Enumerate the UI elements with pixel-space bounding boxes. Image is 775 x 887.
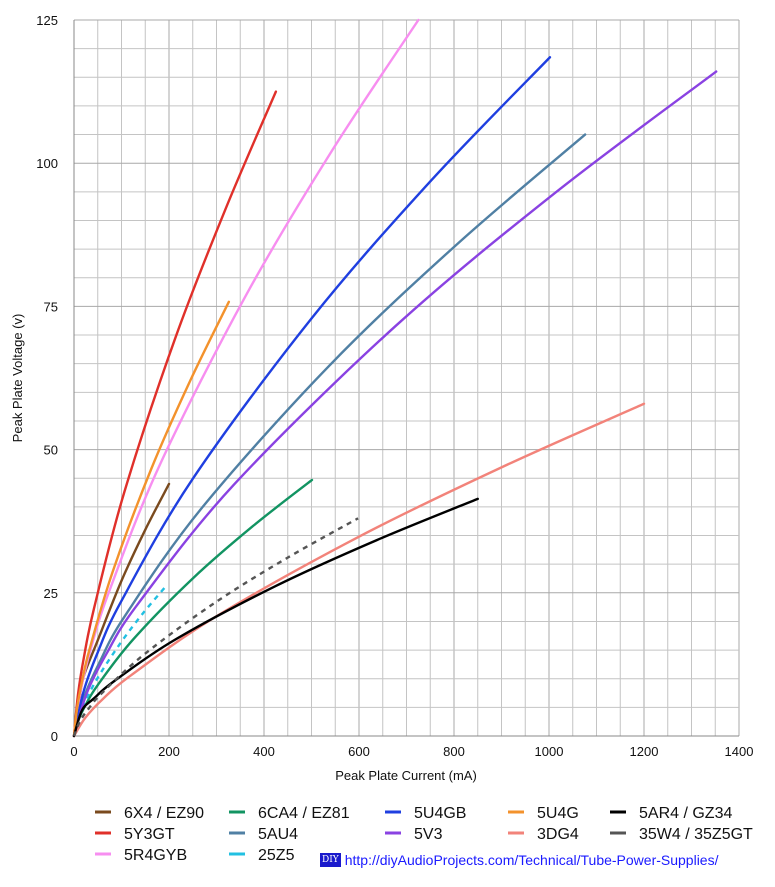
y-tick-label: 50 [44,443,58,458]
tick-labels: 0 200 400 600 800 1000 1200 1400 0 25 50 75 100 125 [36,13,753,759]
series-line-5au4 [72,133,587,738]
legend-label: 5U4G [537,805,579,822]
series-line-5v3 [72,70,718,738]
y-tick-label: 75 [44,299,58,314]
series-line-5u4gb [72,56,552,738]
y-axis-label: Peak Plate Voltage (v) [10,314,25,443]
x-tick-label: 400 [253,744,275,759]
source-link-text[interactable]: http://diyAudioProjects.com/Technical/Tu… [344,852,719,868]
series-lines [72,18,718,738]
legend-label: 5Y3GT [124,826,175,843]
x-tick-label: 200 [158,744,180,759]
x-tick-label: 600 [348,744,370,759]
x-tick-label: 0 [70,744,77,759]
source-link[interactable]: DIY http://diyAudioProjects.com/Technica… [320,852,719,868]
x-tick-label: 1200 [630,744,659,759]
x-tick-label: 1000 [535,744,564,759]
legend-label: 6X4 / EZ90 [124,805,204,822]
grid [73,19,740,737]
series-line-5ar4-gz34 [72,497,479,738]
series-line-5u4g [72,300,231,738]
y-tick-label: 100 [36,156,58,171]
diy-logo: DIY [320,853,341,867]
series-line-5y3gt [72,90,278,738]
y-tick-label: 125 [36,13,58,28]
legend-label: 5AR4 / GZ34 [639,805,732,822]
legend-label: 6CA4 / EZ81 [258,805,350,822]
series-line-35w4-35z5gt [72,517,359,737]
legend-label: 5R4GYB [124,847,187,864]
legend-label: 5U4GB [414,805,466,822]
x-tick-label: 1400 [725,744,754,759]
x-axis-label: Peak Plate Current (mA) [335,768,477,783]
legend-label: 35W4 / 35Z5GT [639,826,753,843]
y-tick-label: 25 [44,586,58,601]
legend-label: 3DG4 [537,826,579,843]
legend: 6X4 / EZ90 6CA4 / EZ81 5U4GB 5U4G 5AR4 / GZ3… [95,805,753,864]
series-line-5r4gyb [72,18,420,738]
legend-label: 5V3 [414,826,443,843]
x-tick-label: 800 [443,744,465,759]
legend-label: 5AU4 [258,826,298,843]
legend-label: 25Z5 [258,847,295,864]
y-tick-label: 0 [51,729,58,744]
